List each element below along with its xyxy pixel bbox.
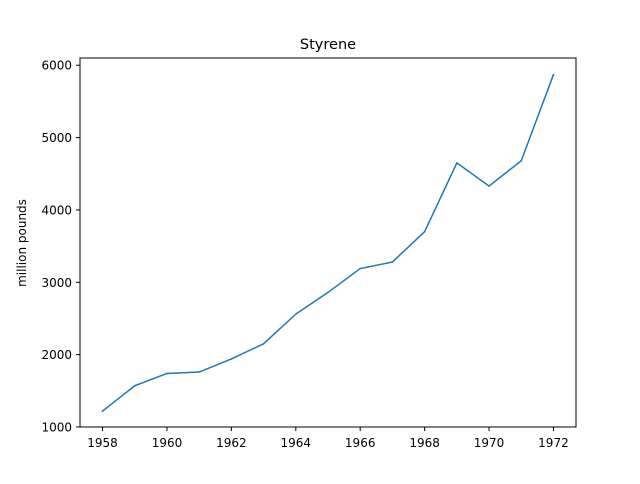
y-tick-label: 1000: [41, 421, 72, 435]
y-tick-label: 3000: [41, 276, 72, 290]
data-point: [456, 162, 458, 164]
series-group: [101, 73, 555, 413]
chart-title: Styrene: [300, 37, 356, 53]
data-point: [101, 410, 104, 412]
x-tick-label: 1958: [87, 436, 118, 450]
x-tick-label: 1964: [281, 436, 312, 450]
x-tick-label: 1972: [538, 436, 569, 450]
y-axis-label: million pounds: [15, 199, 29, 287]
data-point: [488, 185, 490, 187]
data-point: [359, 267, 362, 270]
y-tick-label: 4000: [41, 203, 72, 217]
x-tick-label: 1966: [345, 436, 376, 450]
data-point: [391, 261, 394, 263]
y-tick-label: 5000: [41, 131, 72, 145]
x-tick-label: 1968: [409, 436, 440, 450]
data-point: [552, 73, 555, 76]
data-point: [294, 313, 297, 315]
data-point: [423, 230, 426, 233]
data-point: [166, 372, 168, 375]
x-tick-label: 1970: [474, 436, 505, 450]
y-tick-label: 2000: [41, 348, 72, 362]
data-point: [198, 371, 200, 373]
data-point: [133, 384, 136, 387]
x-tick-label: 1960: [152, 436, 183, 450]
x-tick-label: 1962: [216, 436, 247, 450]
y-tick-label: 6000: [41, 59, 72, 73]
axis-ticks: 1958 1960 1962 1964 1966 1968 1970 1972 1000 2000…: [41, 59, 568, 450]
data-point: [262, 342, 265, 345]
plot-frame: [79, 57, 577, 428]
data-point: [230, 358, 233, 360]
data-point: [327, 291, 329, 294]
data-point: [520, 159, 523, 162]
